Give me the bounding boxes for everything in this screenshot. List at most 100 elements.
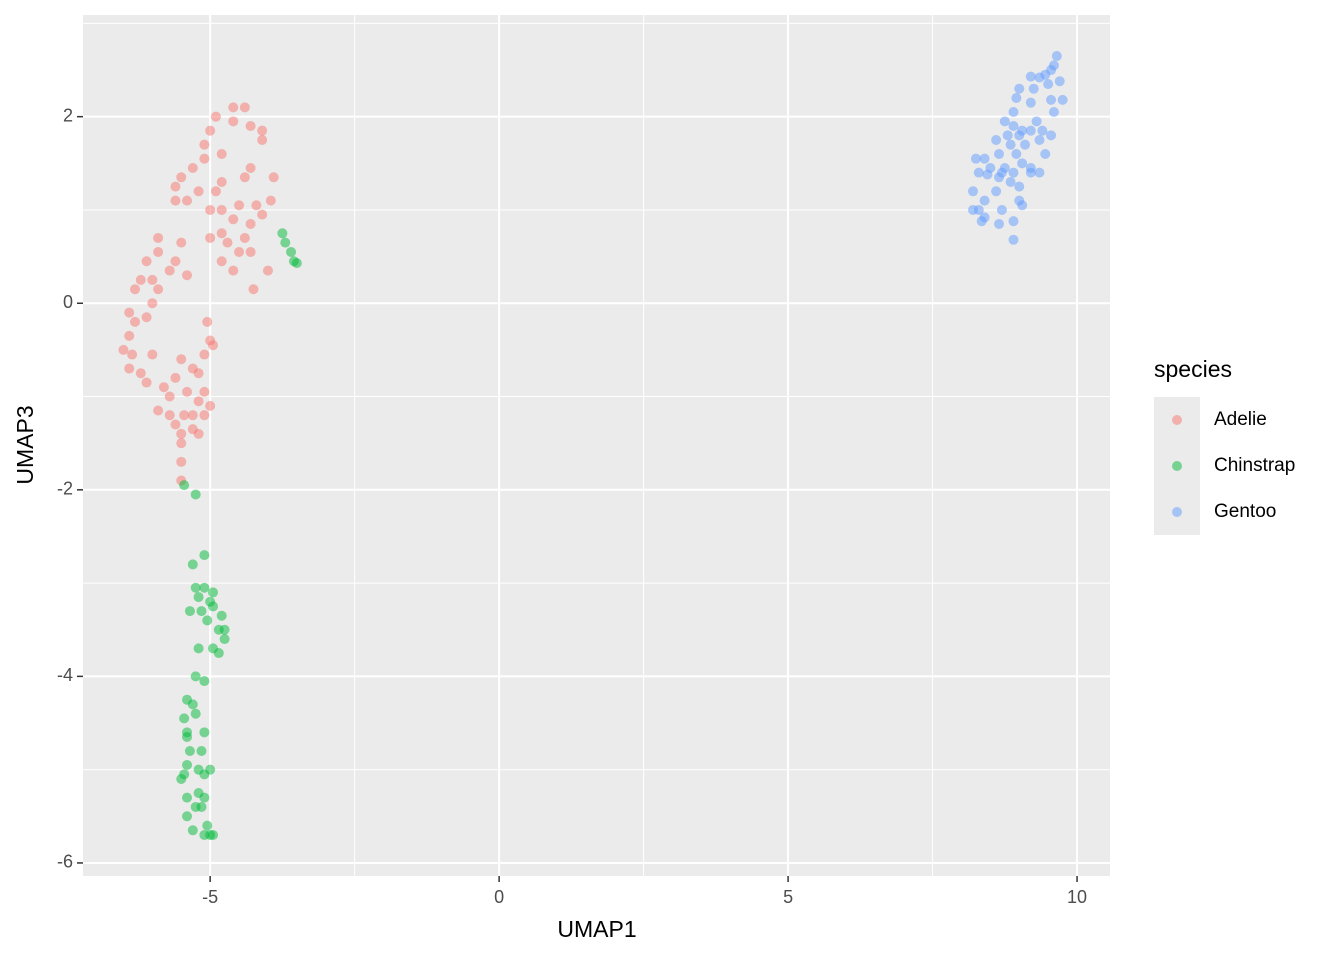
point	[216, 176, 227, 187]
point	[193, 592, 204, 603]
point	[199, 582, 210, 593]
point	[187, 699, 198, 710]
point	[1017, 158, 1028, 169]
point	[996, 204, 1007, 215]
point	[182, 811, 193, 822]
point	[979, 195, 990, 206]
point	[245, 218, 256, 229]
point	[1034, 72, 1045, 83]
point	[239, 232, 250, 243]
point	[234, 200, 245, 211]
point	[147, 298, 158, 309]
y-axis-title: UMAP3	[12, 405, 38, 484]
plot-panel	[83, 15, 1110, 876]
point	[1025, 71, 1036, 82]
point	[216, 228, 227, 239]
point	[182, 195, 193, 206]
legend-label: Chinstrap	[1214, 455, 1295, 476]
point	[1017, 200, 1028, 211]
y-tick-label: -6	[57, 852, 73, 872]
point	[1008, 121, 1019, 132]
point	[280, 237, 291, 248]
point	[147, 349, 158, 360]
x-tick-label: 0	[494, 887, 504, 907]
point	[205, 232, 216, 243]
point	[1008, 216, 1019, 227]
point	[228, 214, 239, 225]
point	[190, 582, 201, 593]
point	[179, 713, 190, 724]
point	[1028, 83, 1039, 94]
point	[1014, 130, 1025, 141]
point	[193, 396, 204, 407]
point	[968, 186, 979, 197]
point	[219, 634, 230, 645]
point	[994, 218, 1005, 229]
point	[1057, 94, 1068, 105]
legend-key	[1172, 507, 1182, 517]
point	[199, 550, 210, 561]
point	[994, 148, 1005, 159]
point	[182, 759, 193, 770]
point	[190, 708, 201, 719]
point	[251, 200, 262, 211]
point	[184, 606, 195, 617]
point	[130, 284, 141, 295]
x-tick-label: 5	[783, 887, 793, 907]
point	[176, 237, 187, 248]
x-tick-label: -5	[202, 887, 218, 907]
point	[257, 134, 268, 145]
point	[1002, 130, 1013, 141]
point	[170, 372, 181, 383]
legend-label: Gentoo	[1214, 501, 1276, 522]
point	[199, 153, 210, 164]
point	[193, 186, 204, 197]
point	[164, 265, 175, 276]
point	[1031, 116, 1042, 127]
legend-key	[1172, 461, 1182, 471]
y-tick-label: 0	[63, 292, 73, 312]
point	[153, 232, 164, 243]
point	[239, 102, 250, 113]
point	[176, 773, 187, 784]
point	[205, 125, 216, 136]
point	[228, 102, 239, 113]
point	[286, 246, 297, 257]
point	[135, 368, 146, 379]
point	[1008, 234, 1019, 245]
point	[245, 121, 256, 132]
legend-label: Adelie	[1214, 409, 1267, 430]
point	[1020, 139, 1031, 150]
point	[170, 256, 181, 267]
point	[216, 610, 227, 621]
point	[205, 400, 216, 411]
point	[1040, 148, 1051, 159]
point	[199, 139, 210, 150]
point	[208, 340, 219, 351]
point	[257, 125, 268, 136]
point	[248, 284, 259, 295]
point	[213, 624, 224, 635]
point	[130, 316, 141, 327]
point	[182, 792, 193, 803]
legend-key	[1172, 415, 1182, 425]
point	[199, 410, 210, 421]
point	[1046, 94, 1057, 105]
y-tick-label: -2	[57, 479, 73, 499]
point	[265, 195, 276, 206]
point	[196, 801, 207, 812]
point	[1034, 134, 1045, 145]
point	[199, 676, 210, 687]
point	[141, 312, 152, 323]
point	[1005, 176, 1016, 187]
point	[164, 410, 175, 421]
point	[196, 746, 207, 757]
point	[118, 344, 129, 355]
point	[182, 386, 193, 397]
point	[199, 349, 210, 360]
point	[262, 265, 273, 276]
point	[141, 377, 152, 388]
point	[124, 307, 135, 318]
point	[257, 209, 268, 220]
